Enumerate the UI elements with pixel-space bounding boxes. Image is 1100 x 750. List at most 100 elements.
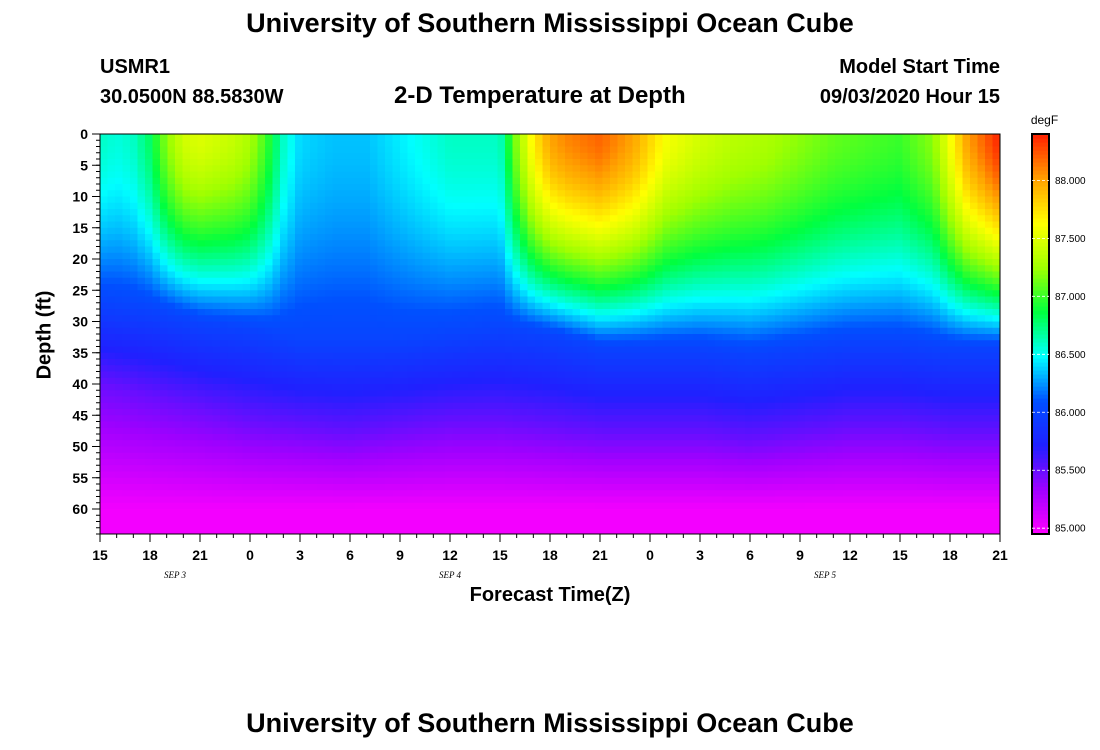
heatmap-cell bbox=[557, 396, 566, 404]
heatmap-cell bbox=[527, 259, 536, 266]
heatmap-cell bbox=[190, 502, 199, 510]
heatmap-cell bbox=[392, 465, 401, 473]
heatmap-cell bbox=[332, 227, 341, 235]
heatmap-cell bbox=[370, 396, 379, 404]
heatmap-cell bbox=[182, 146, 191, 154]
heatmap-cell bbox=[227, 496, 236, 504]
heatmap-cell bbox=[655, 446, 664, 454]
heatmap-cell bbox=[287, 146, 296, 154]
heatmap-cell bbox=[392, 246, 401, 254]
heatmap-cell bbox=[640, 427, 649, 435]
heatmap-cell bbox=[422, 452, 431, 460]
heatmap-cell bbox=[572, 365, 581, 373]
heatmap-cell bbox=[310, 334, 319, 341]
heatmap-cell bbox=[347, 521, 356, 529]
heatmap-cell bbox=[227, 246, 236, 254]
heatmap-cell bbox=[362, 446, 371, 454]
heatmap-cell bbox=[512, 271, 521, 279]
heatmap-cell bbox=[167, 202, 176, 210]
heatmap-cell bbox=[602, 159, 611, 166]
heatmap-cell bbox=[265, 184, 274, 191]
heatmap-cell bbox=[527, 271, 536, 279]
heatmap-cell bbox=[340, 190, 349, 198]
heatmap-cell bbox=[512, 190, 521, 198]
heatmap-cell bbox=[340, 440, 349, 448]
heatmap-cell bbox=[227, 527, 236, 534]
heatmap-cell bbox=[400, 177, 409, 185]
heatmap-cell bbox=[490, 484, 499, 491]
heatmap-cell bbox=[407, 502, 416, 510]
heatmap-cell bbox=[175, 352, 184, 360]
heatmap-cell bbox=[100, 240, 109, 248]
heatmap-cell bbox=[235, 352, 244, 360]
heatmap-cell bbox=[452, 459, 461, 466]
heatmap-cell bbox=[407, 409, 416, 416]
heatmap-cell bbox=[137, 327, 146, 335]
heatmap-cell bbox=[467, 434, 476, 441]
heatmap-cell bbox=[467, 165, 476, 173]
heatmap-cell bbox=[437, 202, 446, 210]
heatmap-cell bbox=[632, 402, 641, 410]
heatmap-cell bbox=[647, 140, 656, 148]
heatmap-cell bbox=[565, 365, 574, 373]
heatmap-cell bbox=[100, 246, 109, 254]
heatmap-cell bbox=[452, 184, 461, 191]
heatmap-cell bbox=[677, 502, 686, 510]
heatmap-cell bbox=[280, 465, 289, 473]
heatmap-cell bbox=[655, 146, 664, 154]
heatmap-cell bbox=[205, 440, 214, 448]
heatmap-cell bbox=[205, 202, 214, 210]
heatmap-cell bbox=[227, 302, 236, 310]
heatmap-cell bbox=[415, 302, 424, 310]
heatmap-cell bbox=[437, 146, 446, 154]
heatmap-cell bbox=[265, 527, 274, 534]
heatmap-cell bbox=[265, 215, 274, 223]
heatmap-cell bbox=[617, 490, 626, 498]
heatmap-cell bbox=[220, 152, 229, 160]
heatmap-cell bbox=[460, 402, 469, 410]
heatmap-cell bbox=[377, 240, 386, 248]
heatmap-cell bbox=[250, 434, 259, 441]
heatmap-cell bbox=[505, 477, 514, 485]
heatmap-cell bbox=[400, 171, 409, 179]
heatmap-cell bbox=[430, 409, 439, 416]
heatmap-cell bbox=[445, 277, 454, 285]
heatmap-cell bbox=[520, 384, 529, 391]
heatmap-cell bbox=[130, 309, 139, 316]
heatmap-cell bbox=[595, 265, 604, 273]
heatmap-cell bbox=[587, 159, 596, 166]
heatmap-cell bbox=[317, 284, 326, 291]
heatmap-cell bbox=[212, 496, 221, 504]
heatmap-cell bbox=[602, 271, 611, 279]
heatmap-cell bbox=[385, 459, 394, 466]
heatmap-cell bbox=[377, 209, 386, 216]
heatmap-cell bbox=[437, 352, 446, 360]
heatmap-cell bbox=[662, 421, 671, 429]
heatmap-cell bbox=[377, 409, 386, 416]
heatmap-cell bbox=[602, 446, 611, 454]
heatmap-cell bbox=[280, 327, 289, 335]
heatmap-cell bbox=[347, 252, 356, 260]
heatmap-cell bbox=[287, 484, 296, 491]
heatmap-cell bbox=[497, 409, 506, 416]
heatmap-cell bbox=[160, 321, 169, 329]
heatmap-cell bbox=[115, 284, 124, 291]
heatmap-cell bbox=[670, 384, 679, 391]
heatmap-cell bbox=[512, 252, 521, 260]
heatmap-cell bbox=[130, 234, 139, 241]
heatmap-cell bbox=[100, 184, 109, 191]
heatmap-cell bbox=[115, 159, 124, 166]
heatmap-cell bbox=[122, 152, 131, 160]
heatmap-cell bbox=[220, 340, 229, 348]
heatmap-cell bbox=[137, 209, 146, 216]
heatmap-cell bbox=[467, 327, 476, 335]
heatmap-cell bbox=[415, 359, 424, 366]
heatmap-cell bbox=[580, 190, 589, 198]
heatmap-cell bbox=[235, 234, 244, 241]
heatmap-cell bbox=[595, 390, 604, 398]
heatmap-cell bbox=[475, 390, 484, 398]
heatmap-cell bbox=[437, 209, 446, 216]
heatmap-cell bbox=[362, 284, 371, 291]
heatmap-cell bbox=[242, 271, 251, 279]
heatmap-cell bbox=[295, 496, 304, 504]
